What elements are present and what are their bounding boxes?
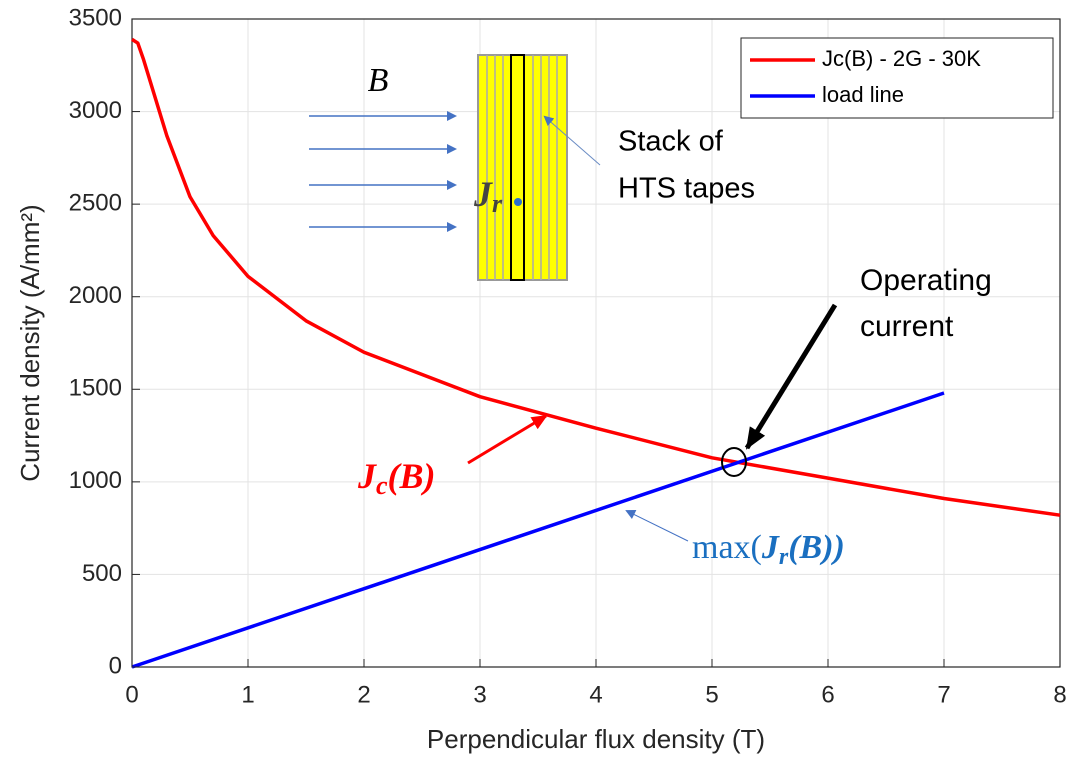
y-tick-label: 2000	[69, 282, 122, 309]
max-label: max(Jr(B))	[692, 529, 845, 570]
x-tick-label: 6	[821, 681, 834, 708]
jr-sub: r	[492, 189, 503, 218]
x-tick-label: 0	[125, 681, 138, 708]
legend-box	[740, 37, 1054, 119]
y-tick-label: 2500	[69, 189, 122, 216]
y-tick-label: 3500	[69, 4, 122, 31]
x-tick-label: 5	[705, 681, 718, 708]
series-line	[131, 391, 945, 669]
inset-diagram	[309, 54, 838, 542]
max-arg: (B))	[788, 529, 845, 566]
y-tick-label: 1500	[69, 375, 122, 402]
stack-label: Stack of	[618, 126, 724, 158]
jr-main: J	[473, 174, 493, 214]
jc-label: Jc(B)	[357, 456, 436, 500]
x-axis-label: Perpendicular flux density (T)	[427, 724, 765, 754]
field-label: B	[368, 62, 389, 99]
x-tick-label: 8	[1053, 681, 1066, 708]
x-tick-label: 3	[473, 681, 486, 708]
jc-main: J	[357, 456, 377, 496]
max-sub: r	[779, 544, 789, 570]
jc-sub: c	[376, 471, 388, 500]
y-axis-label: Current density (A/mm²)	[15, 204, 45, 481]
stack-label: HTS tapes	[618, 173, 755, 205]
y-tick-label: 0	[109, 652, 122, 679]
legend: Jc(B) - 2G - 30K load line	[740, 37, 1054, 119]
operating-label: Operating	[860, 264, 992, 297]
y-tick-label: 1000	[69, 467, 122, 494]
max-fn: max(	[692, 529, 762, 566]
x-tick-label: 4	[589, 681, 602, 708]
legend-label: load line	[822, 82, 904, 107]
legend-label: Jc(B) - 2G - 30K	[822, 46, 981, 71]
max-main: J	[761, 529, 780, 566]
y-tick-label: 3000	[69, 97, 122, 124]
jr-label: Jr	[473, 174, 503, 218]
operating-label: current	[860, 310, 954, 343]
jc-arg: (B)	[388, 456, 436, 496]
x-tick-label: 2	[357, 681, 370, 708]
x-tick-label: 7	[937, 681, 950, 708]
x-tick-label: 1	[241, 681, 254, 708]
y-tick-label: 500	[82, 560, 122, 587]
plot	[131, 37, 1061, 669]
series-line	[131, 37, 1061, 517]
